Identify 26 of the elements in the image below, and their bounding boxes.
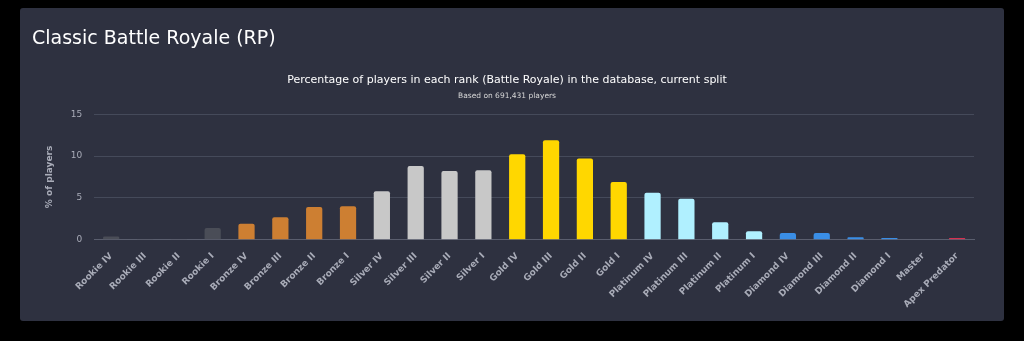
- bar: [813, 233, 830, 240]
- bar: [779, 233, 797, 240]
- chart-title: Classic Battle Royale (RP): [32, 26, 276, 48]
- y-axis-title: % of players: [43, 145, 54, 209]
- bar: [373, 191, 390, 240]
- bar: [644, 192, 661, 240]
- bar: [745, 231, 763, 240]
- bar: [678, 198, 695, 240]
- bar: [509, 154, 526, 240]
- bar: [712, 222, 729, 240]
- chart-subtitle: Percentage of players in each rank (Battle Royale) in the database, current split: [287, 73, 728, 87]
- bar: [441, 171, 458, 240]
- bar: [475, 170, 492, 240]
- bar: [407, 166, 424, 240]
- bar: [306, 207, 323, 240]
- bar: [238, 223, 255, 240]
- bar: [339, 206, 357, 240]
- bar: [272, 217, 289, 240]
- bar: [204, 228, 221, 240]
- bar: [610, 181, 627, 240]
- y-tick-label: 15: [70, 108, 83, 119]
- bar: [542, 140, 560, 240]
- y-tick-label: 5: [76, 192, 83, 203]
- y-tick-label: 0: [76, 234, 83, 245]
- bar: [576, 158, 593, 240]
- y-tick-label: 10: [70, 150, 83, 161]
